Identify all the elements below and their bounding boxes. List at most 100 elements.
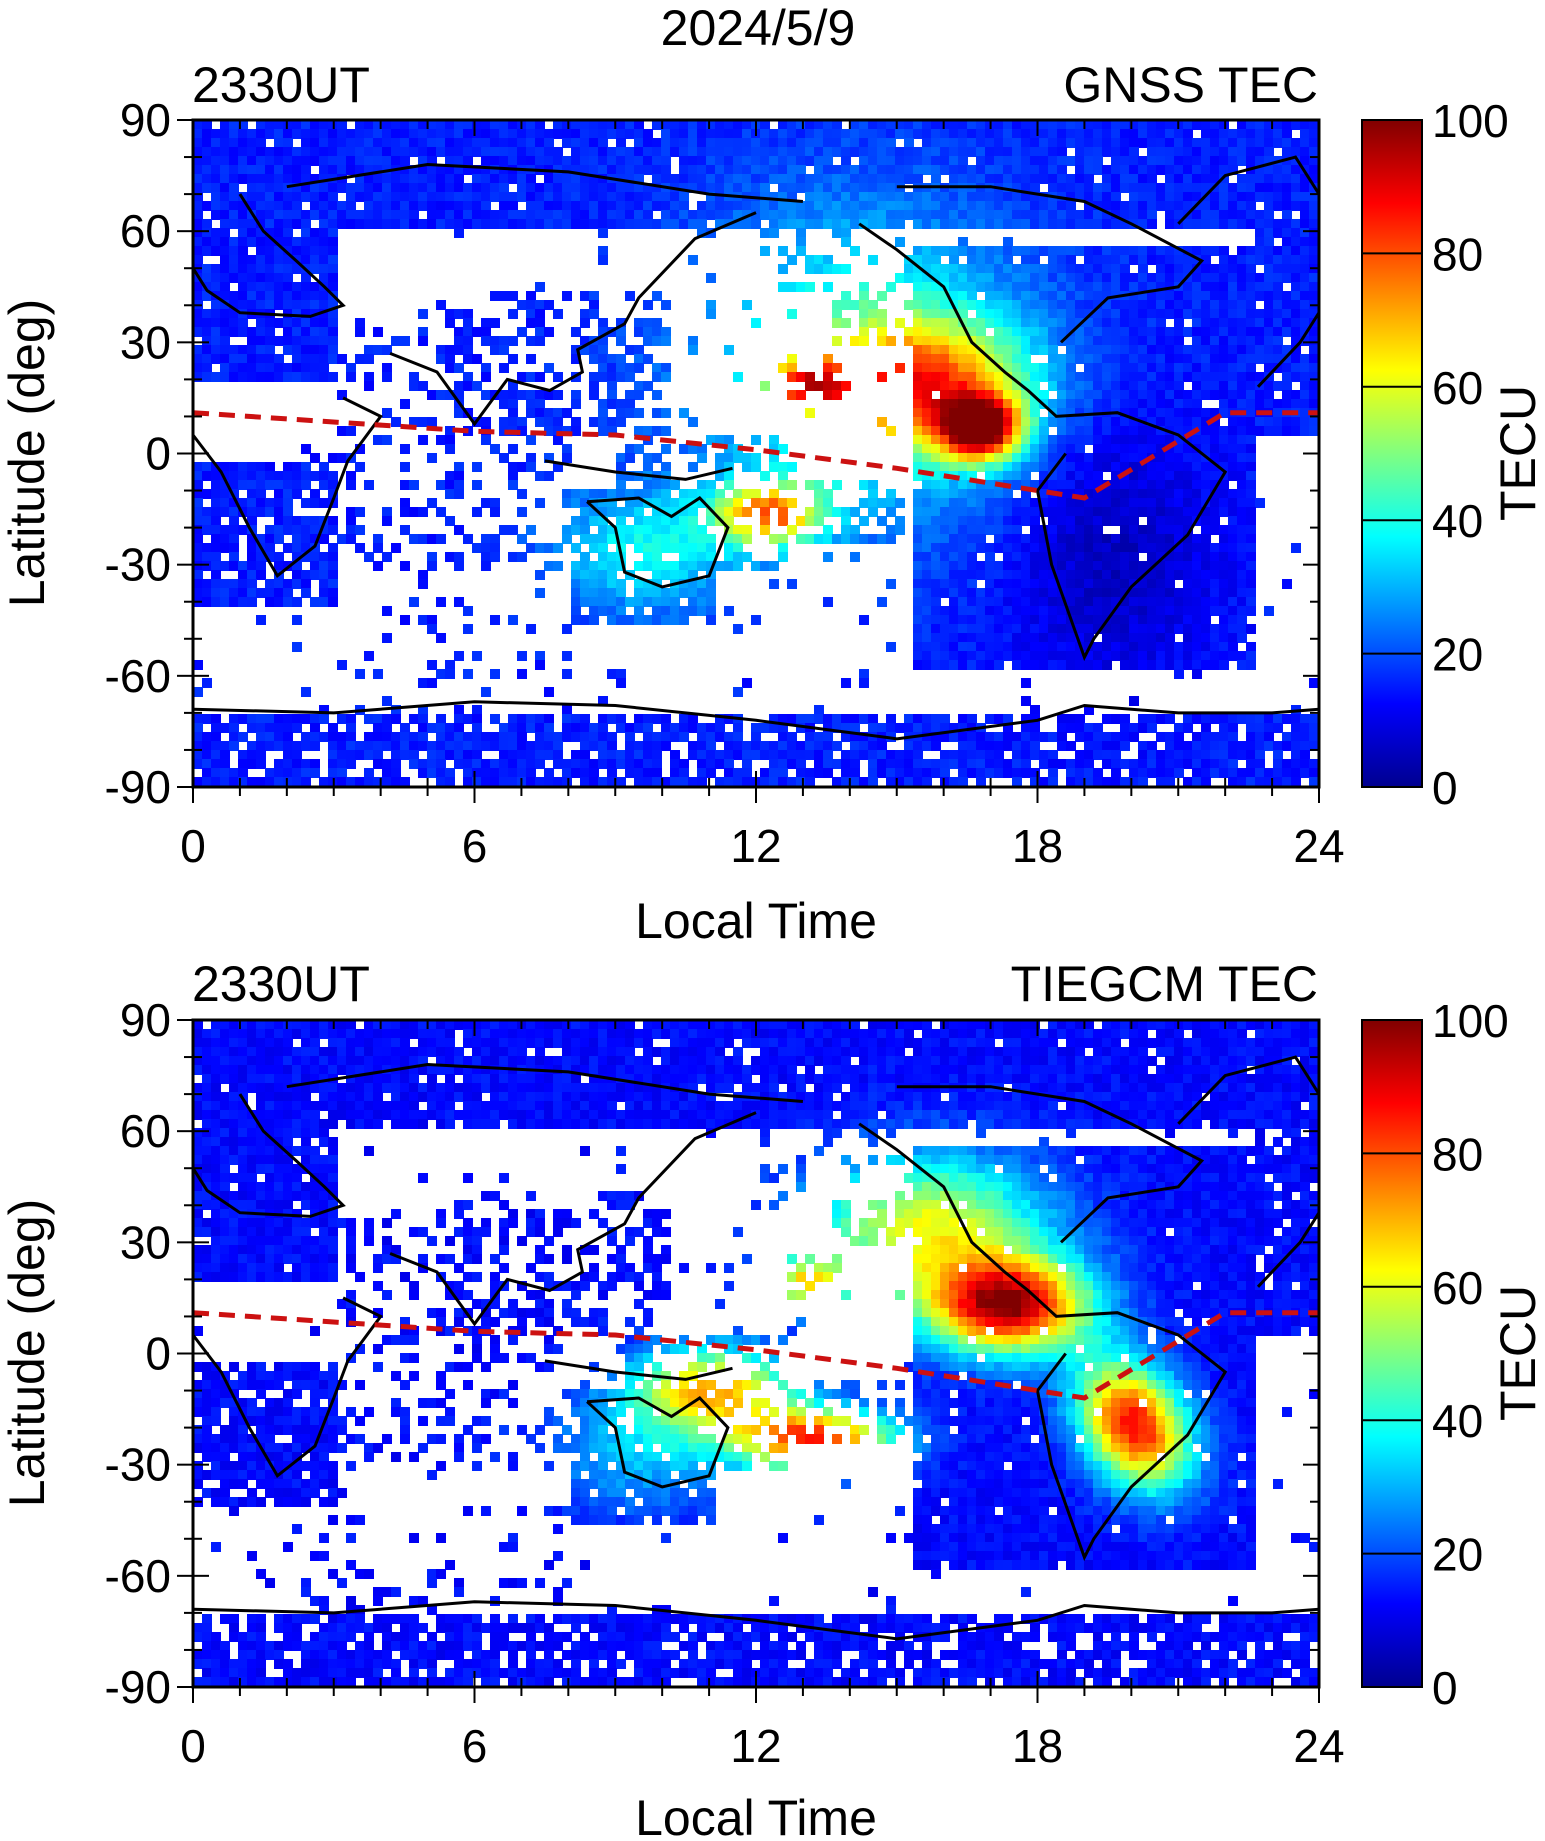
tec-cell bbox=[436, 300, 446, 310]
tec-cell bbox=[985, 732, 995, 742]
tec-cell bbox=[994, 318, 1004, 328]
tec-cell bbox=[742, 534, 752, 544]
tec-cell bbox=[1066, 444, 1076, 454]
tec-cell bbox=[1102, 543, 1112, 553]
tec-cell bbox=[1282, 273, 1292, 283]
tec-cell bbox=[301, 372, 311, 382]
tec-cell bbox=[355, 525, 365, 535]
tec-cell bbox=[940, 408, 950, 418]
tec-cell bbox=[1111, 615, 1121, 625]
tec-cell bbox=[211, 723, 221, 733]
tec-cell bbox=[850, 174, 860, 184]
tec-cell bbox=[1102, 327, 1112, 337]
tec-cell bbox=[1012, 435, 1022, 445]
tec-cell bbox=[1111, 426, 1121, 436]
tec-cell bbox=[373, 723, 383, 733]
tec-cell bbox=[436, 219, 446, 229]
tec-cell bbox=[661, 489, 671, 499]
tec-cell bbox=[1174, 597, 1184, 607]
tec-cell bbox=[967, 615, 977, 625]
tec-cell bbox=[877, 597, 887, 607]
tec-cell bbox=[319, 165, 329, 175]
tec-cell bbox=[373, 156, 383, 166]
tec-cell bbox=[796, 246, 806, 256]
tec-cell bbox=[1273, 174, 1283, 184]
tec-cell bbox=[1192, 489, 1202, 499]
tec-cell bbox=[1237, 507, 1247, 517]
tec-cell bbox=[886, 219, 896, 229]
tec-cell bbox=[904, 336, 914, 346]
tec-cell bbox=[490, 732, 500, 742]
tec-cell bbox=[742, 147, 752, 157]
tec-cell bbox=[1219, 588, 1229, 598]
tec-cell bbox=[1030, 246, 1040, 256]
tec-cell bbox=[508, 210, 518, 220]
tec-cell bbox=[1075, 210, 1085, 220]
tec-cell bbox=[1066, 129, 1076, 139]
tec-cell bbox=[1255, 399, 1265, 409]
tec-cell bbox=[1228, 336, 1238, 346]
tec-cell bbox=[841, 291, 851, 301]
tec-cell bbox=[247, 588, 257, 598]
tec-cell bbox=[823, 363, 833, 373]
tec-cell bbox=[1030, 561, 1040, 571]
tec-cell bbox=[364, 219, 374, 229]
tec-cell bbox=[535, 372, 545, 382]
tec-cell bbox=[544, 300, 554, 310]
tec-cell bbox=[1021, 363, 1031, 373]
tec-cell bbox=[328, 147, 338, 157]
tec-cell bbox=[211, 552, 221, 562]
tec-cell bbox=[1093, 255, 1103, 265]
tec-cell bbox=[625, 525, 635, 535]
tec-cell bbox=[265, 264, 275, 274]
tec-cell bbox=[652, 552, 662, 562]
tec-cell bbox=[778, 147, 788, 157]
tec-cell bbox=[760, 228, 770, 238]
tec-cell bbox=[634, 219, 644, 229]
tec-cell bbox=[1003, 300, 1013, 310]
tec-cell bbox=[580, 129, 590, 139]
tec-cell bbox=[373, 210, 383, 220]
tec-cell bbox=[985, 660, 995, 670]
tec-cell bbox=[229, 597, 239, 607]
tec-cell bbox=[967, 534, 977, 544]
tec-cell bbox=[1039, 417, 1049, 427]
tec-cell bbox=[1156, 435, 1166, 445]
tec-cell bbox=[544, 327, 554, 337]
tec-cell bbox=[670, 588, 680, 598]
tec-cell bbox=[697, 174, 707, 184]
tec-cell bbox=[976, 246, 986, 256]
tec-cell bbox=[571, 426, 581, 436]
tec-cell bbox=[1093, 147, 1103, 157]
tec-cell bbox=[1048, 615, 1058, 625]
tec-cell bbox=[202, 363, 212, 373]
tec-cell bbox=[814, 507, 824, 517]
tec-cell bbox=[1021, 696, 1031, 706]
tec-cell bbox=[508, 201, 518, 211]
tec-cell bbox=[994, 660, 1004, 670]
tec-cell bbox=[1003, 237, 1013, 247]
tec-cell bbox=[958, 174, 968, 184]
tec-cell bbox=[499, 525, 509, 535]
tec-cell bbox=[220, 201, 230, 211]
tec-cell bbox=[355, 192, 365, 202]
tec-cell bbox=[1021, 336, 1031, 346]
tec-cell bbox=[1093, 372, 1103, 382]
tec-cell bbox=[841, 228, 851, 238]
tec-cell bbox=[787, 147, 797, 157]
tec-cell bbox=[706, 210, 716, 220]
tec-cell bbox=[1183, 165, 1193, 175]
tec-cell bbox=[229, 237, 239, 247]
tec-cell bbox=[778, 156, 788, 166]
tec-cell bbox=[202, 597, 212, 607]
tec-cell bbox=[697, 165, 707, 175]
tec-cell bbox=[202, 183, 212, 193]
tec-cell bbox=[850, 300, 860, 310]
tec-cell bbox=[868, 219, 878, 229]
tec-cell bbox=[1084, 399, 1094, 409]
tec-cell bbox=[688, 543, 698, 553]
tec-cell bbox=[1129, 444, 1139, 454]
tec-cell bbox=[1174, 264, 1184, 274]
tec-cell bbox=[1210, 633, 1220, 643]
tec-cell bbox=[904, 264, 914, 274]
